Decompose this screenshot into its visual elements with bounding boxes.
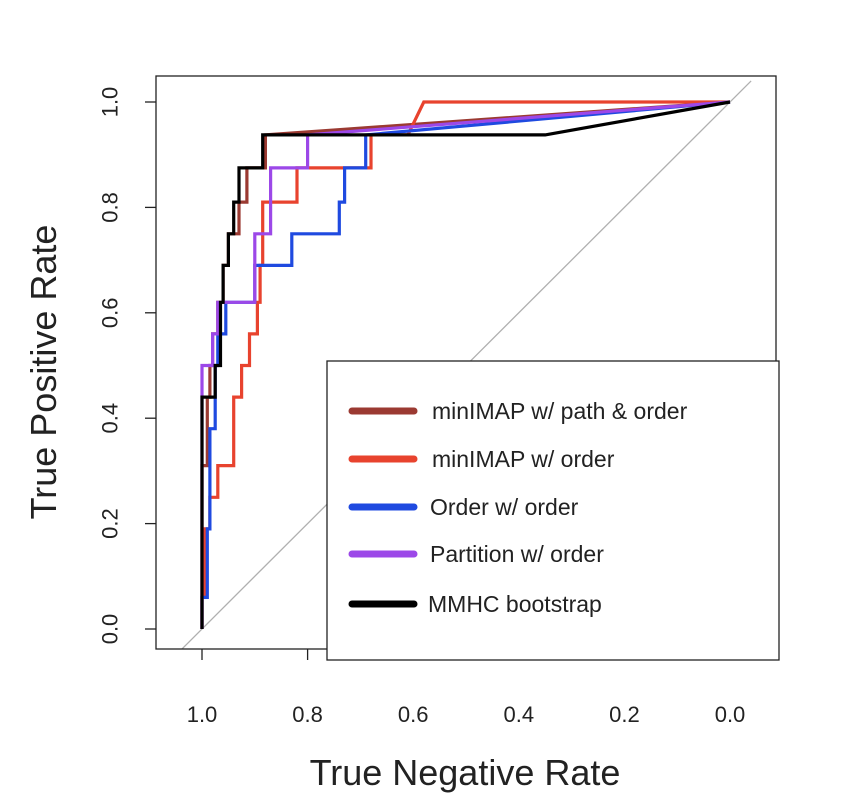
legend-label: minIMAP w/ path & order xyxy=(432,398,688,424)
y-tick-label: 1.0 xyxy=(98,87,123,118)
legend-label: Order w/ order xyxy=(430,494,579,520)
series-line-partition-w-order xyxy=(200,100,731,629)
y-axis-title: True Positive Rate xyxy=(23,225,64,520)
y-tick-label: 0.2 xyxy=(98,508,123,539)
axis-layer: 1.0 0.8 0.6 0.4 0.2 0.0 0.0 0.2 0.4 0.6 0.8 1.0 xyxy=(98,75,777,727)
series-line-mmhc-bootstrap xyxy=(200,100,731,629)
x-axis-title: True Negative Rate xyxy=(310,752,621,793)
legend-label: MMHC bootstrap xyxy=(428,591,602,617)
x-tick-label: 0.8 xyxy=(292,702,323,727)
x-tick-label: 0.2 xyxy=(609,702,640,727)
legend: minIMAP w/ path & order minIMAP w/ order O… xyxy=(326,360,780,661)
x-tick-label: 0.0 xyxy=(715,702,746,727)
x-tick-label: 0.6 xyxy=(398,702,429,727)
plot-layer xyxy=(181,80,752,649)
y-tick-label: 0.0 xyxy=(98,614,123,645)
x-tick-label: 0.4 xyxy=(504,702,535,727)
y-tick-label: 0.8 xyxy=(98,192,123,223)
x-tick-label: 1.0 xyxy=(187,702,218,727)
legend-label: Partition w/ order xyxy=(430,541,604,567)
legend-label: minIMAP w/ order xyxy=(432,446,615,472)
y-tick-label: 0.4 xyxy=(98,403,123,434)
y-tick-label: 0.6 xyxy=(98,298,123,329)
